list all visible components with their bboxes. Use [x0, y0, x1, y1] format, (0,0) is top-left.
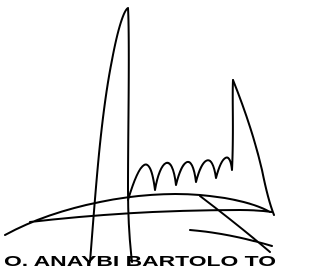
page: {"signature": {"name": "O. ANAYBI BARTOL…: [0, 0, 279, 273]
signature-stroke: [90, 8, 132, 262]
signature-stroke: [233, 80, 274, 215]
printed-name: O. ANAYBI BARTOLO TO: [4, 253, 276, 270]
signature-strokes: [5, 8, 274, 262]
signature-stroke: [200, 196, 270, 252]
signature-image: O. ANAYBI BARTOLO TO: [0, 0, 279, 273]
signature-stroke: [128, 80, 233, 200]
signature-stroke: [30, 210, 272, 222]
signature-stroke: [5, 194, 270, 235]
